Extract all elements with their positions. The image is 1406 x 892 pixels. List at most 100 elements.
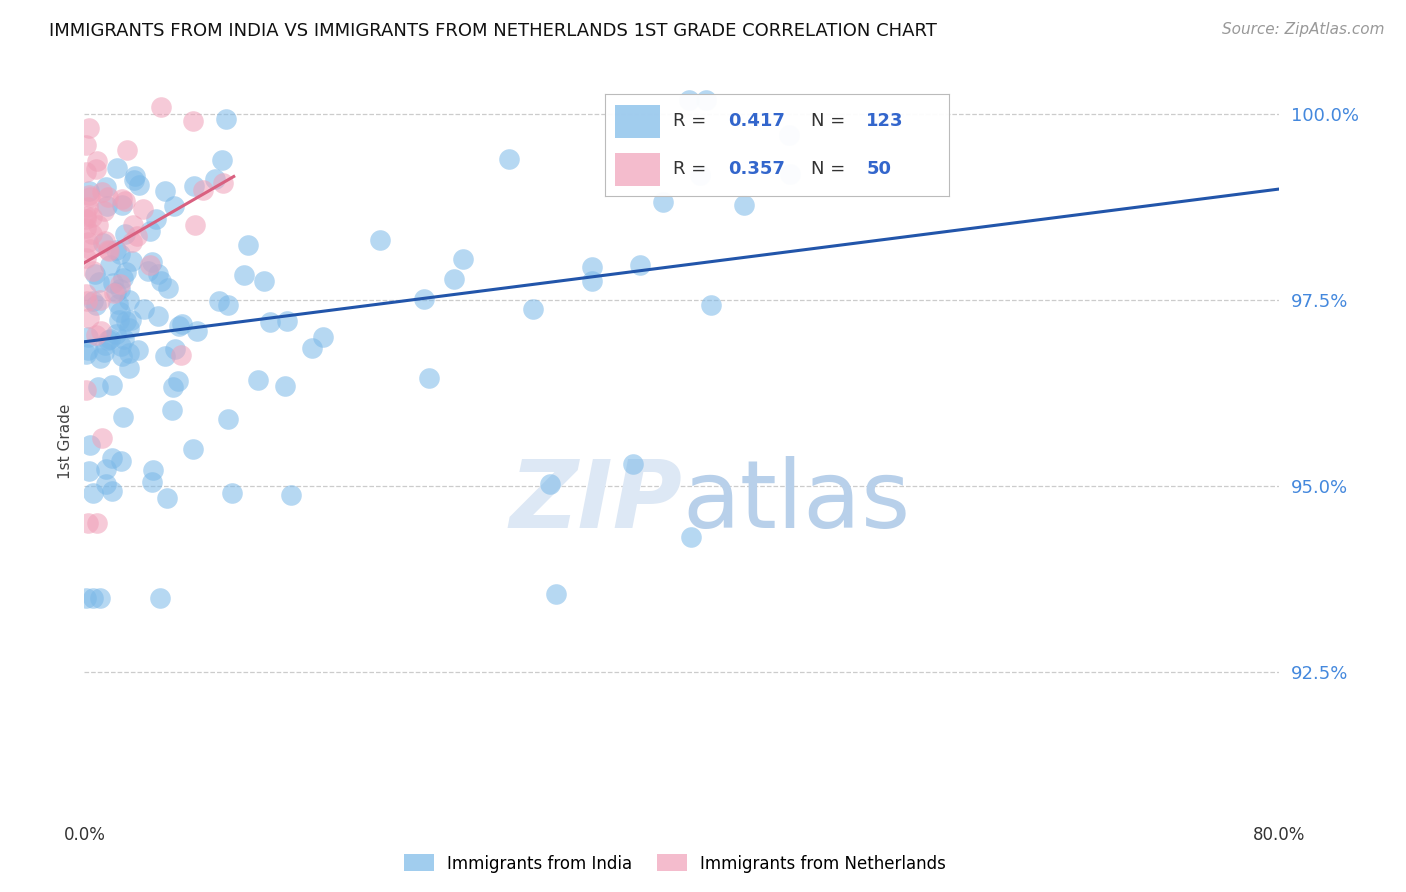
Point: [208, 293, 231, 308]
Point: [117, 293, 139, 307]
Point: [166, 374, 188, 388]
Point: [779, 168, 801, 182]
Point: [418, 371, 440, 385]
Point: [76, 516, 98, 531]
Point: [84, 298, 107, 312]
Text: R =: R =: [673, 160, 713, 178]
Point: [621, 457, 644, 471]
Point: [150, 274, 173, 288]
Point: [273, 379, 295, 393]
Point: [139, 258, 162, 272]
Point: [191, 184, 214, 198]
Point: [181, 442, 204, 456]
Point: [148, 267, 170, 281]
Point: [108, 313, 131, 327]
Point: [110, 247, 132, 261]
Point: [110, 339, 132, 353]
Point: [413, 292, 436, 306]
Point: [544, 587, 567, 601]
Point: [700, 298, 723, 312]
Point: [100, 332, 122, 346]
Point: [91, 236, 114, 251]
Point: [221, 485, 243, 500]
Point: [96, 180, 118, 194]
Point: [146, 309, 169, 323]
Point: [301, 341, 323, 355]
Point: [127, 343, 149, 357]
Point: [77, 188, 100, 202]
Point: [217, 411, 239, 425]
Point: [79, 190, 101, 204]
Point: [252, 274, 274, 288]
Point: [87, 380, 110, 394]
Point: [82, 293, 104, 308]
Point: [170, 317, 193, 331]
Point: [108, 282, 131, 296]
Text: ZIP: ZIP: [509, 456, 682, 549]
Point: [75, 287, 97, 301]
Point: [76, 330, 98, 344]
Point: [186, 324, 208, 338]
Point: [77, 185, 100, 199]
Point: [368, 233, 391, 247]
Point: [259, 315, 281, 329]
Point: [79, 437, 101, 451]
Point: [211, 176, 233, 190]
Point: [75, 165, 97, 179]
Point: [98, 258, 121, 272]
Point: [86, 154, 108, 169]
Point: [184, 218, 207, 232]
Point: [110, 305, 132, 319]
Point: [538, 476, 561, 491]
Point: [238, 238, 260, 252]
Point: [312, 329, 335, 343]
Point: [96, 199, 118, 213]
Point: [77, 464, 100, 478]
Bar: [614, 153, 659, 186]
Point: [86, 516, 108, 531]
Point: [77, 235, 100, 249]
Point: [103, 285, 125, 300]
Point: [101, 450, 124, 465]
Point: [75, 347, 97, 361]
Point: [115, 314, 138, 328]
Point: [122, 219, 145, 233]
Point: [117, 346, 139, 360]
Point: [169, 348, 191, 362]
Point: [82, 227, 104, 241]
Point: [90, 324, 112, 338]
Point: [76, 200, 98, 214]
Point: [695, 93, 717, 107]
Text: atlas: atlas: [682, 456, 910, 549]
Point: [93, 204, 115, 219]
Point: [276, 314, 298, 328]
Text: R =: R =: [673, 112, 713, 130]
Point: [75, 591, 97, 605]
Point: [149, 591, 172, 605]
Point: [79, 121, 101, 136]
Point: [522, 301, 544, 316]
Point: [101, 378, 124, 392]
Point: [91, 431, 114, 445]
Point: [681, 530, 703, 544]
Point: [96, 477, 118, 491]
Point: [120, 313, 142, 327]
Point: [76, 293, 98, 308]
Point: [82, 264, 104, 278]
Point: [121, 253, 143, 268]
Text: Source: ZipAtlas.com: Source: ZipAtlas.com: [1222, 22, 1385, 37]
Point: [443, 272, 465, 286]
Point: [75, 211, 97, 226]
Point: [124, 169, 146, 183]
Point: [112, 332, 135, 346]
Point: [156, 491, 179, 506]
Point: [105, 161, 128, 175]
Point: [101, 276, 124, 290]
Y-axis label: 1st Grade: 1st Grade: [58, 404, 73, 479]
Point: [122, 173, 145, 187]
Point: [75, 210, 97, 224]
Point: [94, 462, 117, 476]
Point: [498, 153, 520, 167]
Point: [183, 179, 205, 194]
Point: [118, 321, 141, 335]
